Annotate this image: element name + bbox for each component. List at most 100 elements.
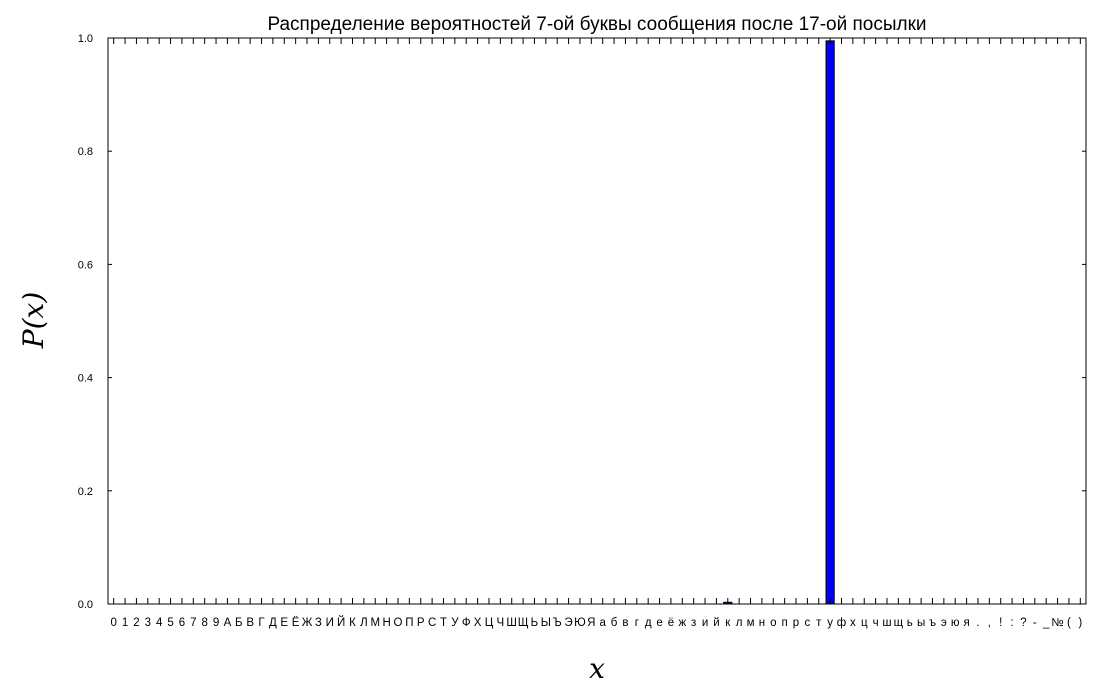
x-tick-label: 7 xyxy=(190,617,196,629)
x-tick-label: П xyxy=(405,617,413,629)
x-tick-label: В xyxy=(246,617,254,629)
plot-frame xyxy=(107,37,1087,605)
x-tick-label: ь xyxy=(907,617,913,629)
x-tick-label: К xyxy=(349,617,356,629)
x-tick-label: Ш xyxy=(506,617,517,629)
x-tick-label: к xyxy=(725,617,731,629)
chart-title: Распределение вероятностей 7-ой буквы со… xyxy=(267,14,926,35)
x-tick-label: т xyxy=(816,617,822,629)
x-tick-label: , xyxy=(988,617,991,629)
x-tick-label: Ь xyxy=(531,617,539,629)
x-tick-label: в xyxy=(622,617,628,629)
y-tick-label: 0.2 xyxy=(78,486,93,498)
bars-group xyxy=(723,40,835,605)
x-tick-label: Ч xyxy=(497,617,505,629)
x-tick-label: 8 xyxy=(201,617,207,629)
x-tick-label: А xyxy=(224,617,232,629)
y-tick-label: 1.0 xyxy=(78,33,93,45)
y-tick-label: 0.4 xyxy=(78,373,93,385)
x-tick-label: Ф xyxy=(462,617,471,629)
x-tick-label: : xyxy=(1010,617,1013,629)
x-tick-label: ы xyxy=(917,617,925,629)
x-tick-label: б xyxy=(611,617,618,629)
x-tick-label: Э xyxy=(564,617,572,629)
x-tick-label: 1 xyxy=(122,617,128,629)
x-tick-label: г xyxy=(635,617,639,629)
x-tick-label: № xyxy=(1051,617,1063,629)
x-tick-label: а xyxy=(599,617,606,629)
x-tick-label: ц xyxy=(861,617,868,629)
x-tick-label: о xyxy=(770,617,776,629)
y-tick-label: 0.0 xyxy=(78,599,93,611)
x-tick-label: Я xyxy=(587,617,595,629)
x-tick-label: 9 xyxy=(213,617,219,629)
x-tick-label: у xyxy=(827,617,833,629)
x-tick-label: й xyxy=(713,617,719,629)
x-tick-label: н xyxy=(759,617,765,629)
x-tick-label: Е xyxy=(280,617,288,629)
x-tick-label: У xyxy=(451,617,459,629)
x-tick-label: Д xyxy=(269,617,277,629)
x-tick-label: 0 xyxy=(110,617,116,629)
x-tick-label: ) xyxy=(1078,617,1082,629)
x-tick-label: Т xyxy=(440,617,447,629)
x-axis-label: x xyxy=(589,652,605,685)
x-tick-label: Л xyxy=(360,617,368,629)
x-tick-label: Х xyxy=(474,617,482,629)
x-tick-label: м xyxy=(747,617,755,629)
x-tick-label: С xyxy=(428,617,436,629)
x-tick-label: Ы xyxy=(541,617,551,629)
x-tick-label: и xyxy=(702,617,708,629)
bar-63 xyxy=(825,40,835,605)
x-tick-label: Ъ xyxy=(553,617,562,629)
x-tick-label: Ё xyxy=(292,617,300,629)
x-tick-label: 5 xyxy=(167,617,173,629)
x-tick-label: Г xyxy=(258,617,265,629)
x-tick-label: щ xyxy=(894,617,904,629)
x-tick-label: ъ xyxy=(929,617,936,629)
x-tick-label: Щ xyxy=(518,617,529,629)
x-tick-label: е xyxy=(656,617,662,629)
x-tick-label: Б xyxy=(235,617,243,629)
x-tick-label: ю xyxy=(951,617,960,629)
x-tick-label: с xyxy=(805,617,811,629)
x-tick-label: ё xyxy=(668,617,674,629)
x-tick-label: д xyxy=(645,617,652,629)
x-tick-label: Й xyxy=(337,616,345,629)
x-tick-label: 4 xyxy=(156,617,163,629)
x-tick-label: э xyxy=(941,617,947,629)
x-tick-label: Ю xyxy=(574,617,586,629)
x-tick-label: - xyxy=(1033,617,1037,629)
x-tick-label: з xyxy=(691,617,696,629)
x-tick-label: ( xyxy=(1067,617,1071,629)
x-tick-label: О xyxy=(394,617,403,629)
x-tick-label: я xyxy=(963,617,969,629)
x-tick-label: . xyxy=(976,617,979,629)
y-tick-label: 0.8 xyxy=(78,146,93,158)
y-tick-label: 0.6 xyxy=(78,259,93,271)
x-tick-label: 2 xyxy=(133,617,139,629)
x-tick-label: Ц xyxy=(485,617,494,629)
x-tick-label: ж xyxy=(678,617,686,629)
y-axis-ticks: 0.0 0.2 0.4 0.6 0.8 1.0 xyxy=(78,33,1086,611)
y-axis-label: P(x) xyxy=(17,292,50,349)
x-tick-label: М xyxy=(370,617,380,629)
x-tick-label: л xyxy=(736,617,743,629)
x-tick-label: Ж xyxy=(302,617,313,629)
x-tick-label: ч xyxy=(873,617,879,629)
x-tick-label: п xyxy=(782,617,788,629)
x-tick-label: 6 xyxy=(179,617,185,629)
x-tick-label: З xyxy=(315,617,322,629)
x-tick-label: 3 xyxy=(145,617,151,629)
x-tick-label: Н xyxy=(382,617,390,629)
x-tick-label: ? xyxy=(1020,617,1026,629)
x-tick-label: И xyxy=(326,617,334,629)
x-tick-label: р xyxy=(793,617,799,629)
x-tick-label: х xyxy=(850,617,856,629)
x-tick-label: Р xyxy=(417,617,425,629)
x-tick-label: ф xyxy=(837,617,846,629)
x-tick-label: ш xyxy=(882,617,891,629)
x-tick-label: ! xyxy=(999,617,1002,629)
